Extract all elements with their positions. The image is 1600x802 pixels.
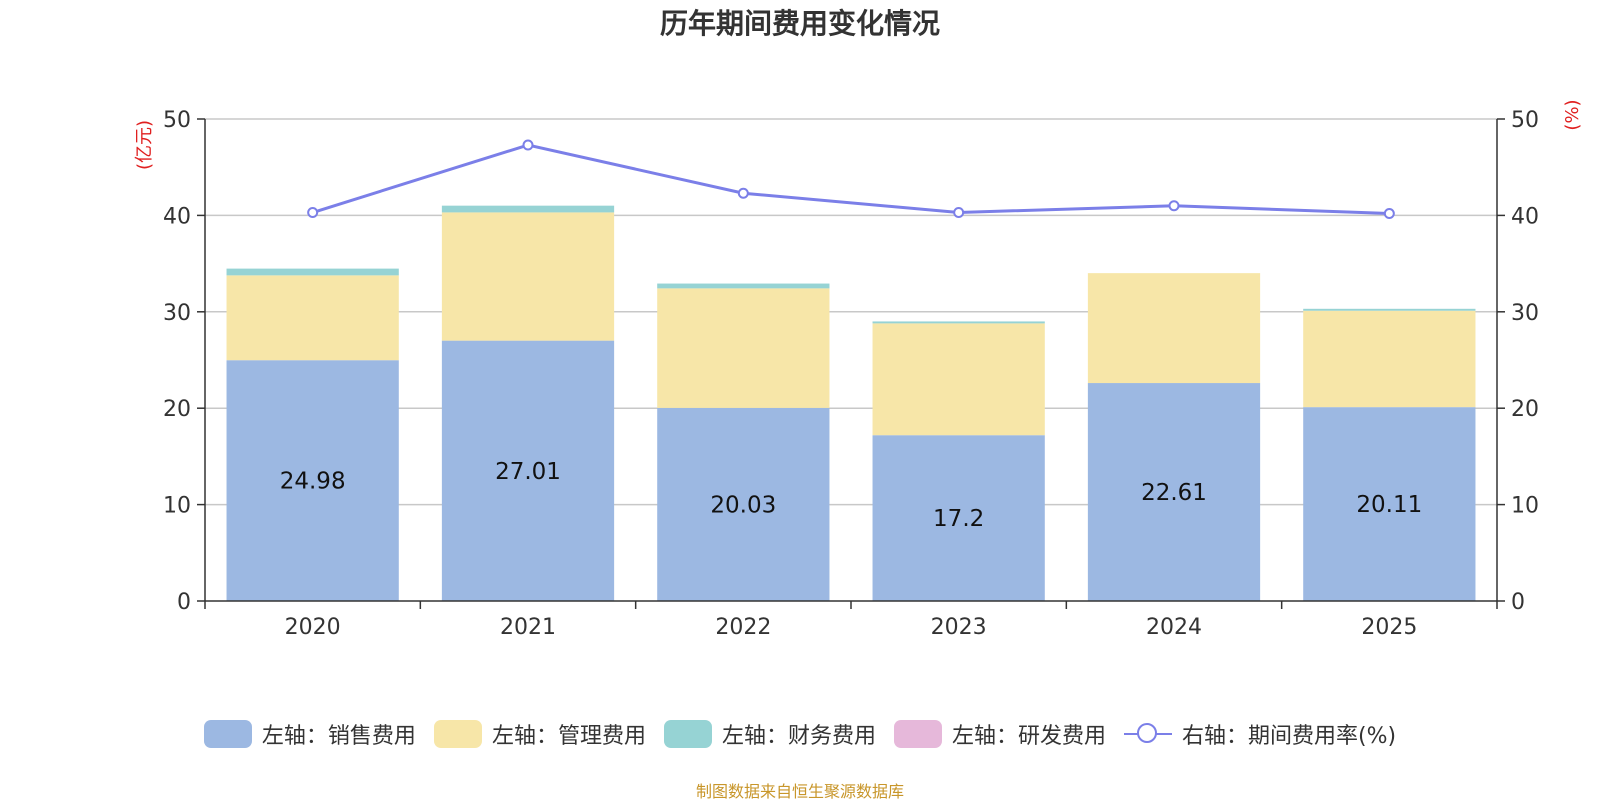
bar-segment — [657, 283, 830, 289]
bar-segment — [1087, 273, 1261, 384]
bar-segment — [1303, 407, 1476, 601]
bar-value-label: 22.61 — [1141, 480, 1207, 506]
left-tick-label: 30 — [163, 301, 191, 326]
bar-segment — [872, 323, 1045, 436]
axes: 0 10 20 30 40 50 0 10 20 30 40 50 2020 2021 2022 2023 20… — [163, 108, 1539, 640]
rate-point — [307, 207, 319, 219]
legend-item[interactable]: 右轴：期间费用率(%) — [1123, 718, 1397, 750]
bar-segment — [872, 321, 1045, 324]
right-tick-label: 30 — [1511, 301, 1539, 326]
line-series — [307, 139, 1395, 219]
bar-value-label: 27.01 — [495, 459, 561, 485]
right-tick-label: 40 — [1511, 204, 1539, 229]
bar-segment — [441, 205, 615, 213]
rate-point — [953, 207, 965, 219]
grid-lines — [205, 118, 1497, 506]
legend-item[interactable]: 左轴：管理费用 — [433, 718, 646, 750]
x-tick-label: 2020 — [285, 615, 341, 640]
x-tick-label: 2023 — [931, 615, 987, 640]
legend-label: 右轴：期间费用率(%) — [1181, 724, 1397, 749]
bar-segment — [226, 360, 399, 601]
legend-label: 左轴：研发费用 — [951, 724, 1106, 749]
bar-value-label: 20.11 — [1356, 492, 1422, 518]
x-tick-label: 2024 — [1146, 615, 1202, 640]
left-axis-label: (亿元) — [134, 120, 155, 170]
bar-segment — [1303, 310, 1476, 408]
bar-segment — [441, 212, 615, 341]
left-tick-label: 20 — [163, 397, 191, 422]
x-tick-label: 2022 — [715, 615, 771, 640]
right-tick-label: 10 — [1511, 494, 1539, 519]
rate-line — [312, 143, 1390, 215]
legend-item[interactable]: 左轴：财务费用 — [663, 718, 876, 750]
legend: 左轴：销售费用 左轴：管理费用 左轴：财务费用 左轴：研发费用 右轴：期间费用率(%) — [0, 718, 1600, 750]
legend-swatch — [433, 720, 482, 748]
bar-value-label: 20.03 — [710, 492, 776, 518]
bar-value-label: 17.2 — [933, 506, 984, 532]
legend-swatch — [893, 720, 942, 748]
rate-point — [522, 139, 534, 151]
bar-value-label: 24.98 — [280, 469, 346, 495]
legend-label: 左轴：管理费用 — [491, 724, 646, 749]
bar-group — [226, 205, 1476, 601]
left-tick-label: 0 — [177, 590, 191, 615]
rate-point — [1383, 207, 1395, 219]
bar-segment — [657, 288, 830, 408]
legend-swatch — [203, 720, 252, 748]
bar-segment — [441, 340, 615, 601]
data-source-note: 制图数据来自恒生聚源数据库 — [695, 782, 904, 801]
bar-segment — [872, 435, 1045, 601]
bar-segment — [226, 268, 399, 276]
rate-point — [1168, 200, 1180, 212]
legend-label: 左轴：销售费用 — [261, 724, 416, 749]
x-tick-label: 2025 — [1361, 615, 1417, 640]
legend-swatch — [663, 720, 712, 748]
bar-segment — [657, 407, 830, 601]
legend-item[interactable]: 左轴：研发费用 — [893, 718, 1106, 750]
left-tick-label: 10 — [163, 494, 191, 519]
legend-item[interactable]: 左轴：销售费用 — [203, 718, 416, 750]
left-tick-label: 40 — [163, 204, 191, 229]
legend-line-icon — [1123, 720, 1172, 748]
bar-segment — [226, 275, 399, 361]
left-tick-label: 50 — [163, 108, 191, 133]
chart-title: 历年期间费用变化情况 — [659, 7, 940, 40]
data-labels: 24.98 27.01 20.03 17.2 22.61 20.11 — [280, 459, 1423, 532]
rate-point — [737, 187, 749, 199]
x-tick-label: 2021 — [500, 615, 556, 640]
right-tick-label: 50 — [1511, 108, 1539, 133]
chart-canvas: 0 10 20 30 40 50 0 10 20 30 40 50 2020 2021 2022 2023 20… — [134, 99, 1583, 640]
right-tick-label: 20 — [1511, 397, 1539, 422]
legend-label: 左轴：财务费用 — [721, 724, 876, 749]
bar-segment — [1303, 308, 1476, 311]
right-tick-label: 0 — [1511, 590, 1525, 615]
right-axis-label: (%) — [1562, 99, 1583, 130]
bar-segment — [1087, 383, 1261, 601]
